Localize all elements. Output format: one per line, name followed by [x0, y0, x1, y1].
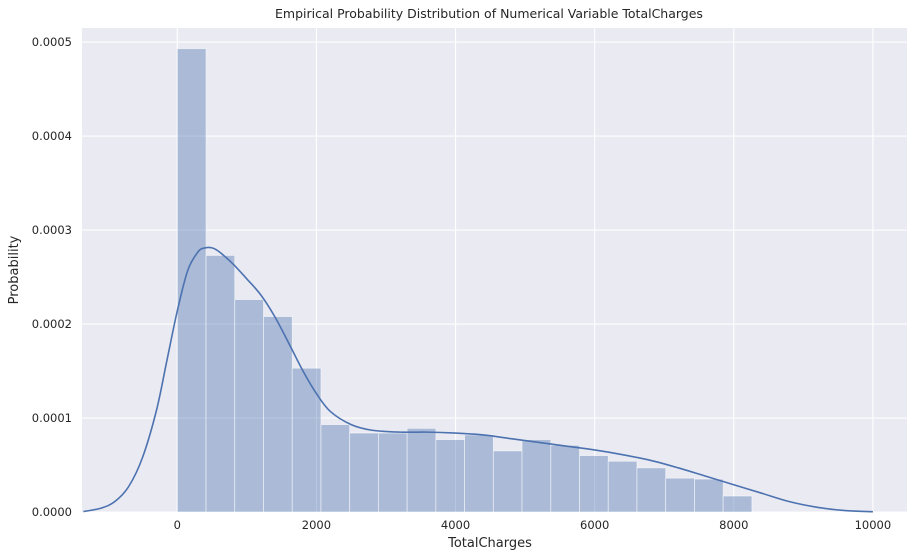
histogram-bars	[176, 48, 753, 513]
histogram-bar	[263, 316, 293, 513]
x-tick-label: 0	[174, 518, 181, 532]
histogram-bar	[406, 427, 437, 513]
x-tick-label: 8000	[719, 518, 748, 532]
y-tick-labels: 0.0000 0.0001 0.0002 0.0003 0.0004 0.0005	[32, 35, 72, 519]
x-tick-label: 10000	[855, 518, 892, 532]
x-tick-label: 4000	[441, 518, 470, 532]
y-tick-label: 0.0002	[32, 317, 72, 331]
x-tick-label: 6000	[580, 518, 609, 532]
histogram-bar	[521, 439, 552, 513]
chart-title: Empirical Probability Distribution of Nu…	[275, 6, 703, 21]
histogram-bar	[291, 367, 322, 513]
kde-curve	[83, 246, 873, 513]
y-tick-label: 0.0005	[32, 35, 72, 49]
histogram-bar	[320, 424, 351, 513]
histogram-bar	[378, 432, 408, 513]
histogram-bar	[464, 434, 494, 513]
histogram-bar	[234, 299, 264, 513]
histogram-bar	[636, 467, 667, 513]
histogram-bar	[176, 48, 207, 513]
grid-lines	[82, 28, 907, 513]
plot-area	[82, 28, 907, 512]
histogram-bar	[665, 477, 695, 513]
histogram-bar	[694, 478, 724, 513]
y-axis-label: Probability	[7, 235, 22, 304]
histogram-bar	[492, 450, 523, 513]
x-tick-labels: 0 2000 4000 6000 8000 10000	[174, 518, 892, 532]
y-tick-label: 0.0004	[32, 129, 72, 143]
x-axis-label: TotalCharges	[447, 536, 532, 551]
histogram-bar	[550, 444, 580, 513]
y-tick-label: 0.0003	[32, 223, 72, 237]
histogram-bar	[349, 432, 379, 513]
y-tick-label: 0.0000	[32, 505, 72, 519]
histogram-bar	[722, 495, 753, 513]
histogram-bar	[435, 439, 465, 513]
histogram-bar	[205, 255, 236, 513]
y-tick-label: 0.0001	[32, 411, 72, 425]
x-tick-label: 2000	[302, 518, 331, 532]
histogram-bar	[607, 460, 638, 513]
histogram-bar	[579, 455, 609, 513]
